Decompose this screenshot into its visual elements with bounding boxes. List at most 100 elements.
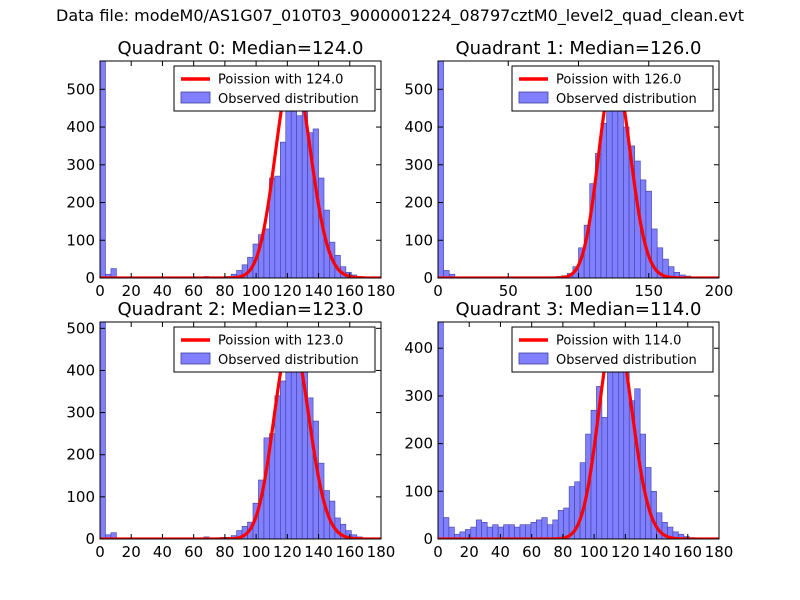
y-tick-label: 200 <box>66 194 95 212</box>
histogram-bar <box>274 395 281 539</box>
histogram-bar <box>492 524 499 539</box>
x-tick-label: 140 <box>304 282 333 300</box>
histogram-bar <box>645 190 652 278</box>
legend-box <box>511 65 714 112</box>
poisson-curve <box>438 327 719 539</box>
x-tick-label: 100 <box>580 543 609 561</box>
y-tick-label: 100 <box>404 482 433 500</box>
x-tick-label: 80 <box>215 543 234 561</box>
histogram-bar <box>486 526 493 539</box>
x-tick-label: 100 <box>242 282 271 300</box>
histogram-bar <box>280 141 287 278</box>
histogram-bar <box>508 524 515 539</box>
y-tick-label: 400 <box>404 118 433 136</box>
legend-poisson-label: Poission with 126.0 <box>556 73 681 88</box>
histogram-bar <box>470 526 477 539</box>
histogram-bar <box>296 115 303 278</box>
x-tick-label: 60 <box>184 543 203 561</box>
panel-title: Quadrant 0: Median=124.0 <box>118 38 364 59</box>
legend-observed-label: Observed distribution <box>218 353 359 368</box>
x-tick-label: 40 <box>153 282 172 300</box>
y-tick-label: 300 <box>404 156 433 174</box>
x-tick-label: 120 <box>273 282 302 300</box>
x-tick-label: 160 <box>335 282 364 300</box>
histogram-bar <box>503 524 510 539</box>
y-tick-label: 500 <box>66 80 95 98</box>
y-tick-label: 400 <box>66 361 95 379</box>
x-tick-label: 200 <box>705 282 734 300</box>
histogram-bar <box>601 417 608 539</box>
histogram-bar <box>280 380 287 539</box>
histogram-bar <box>519 524 526 539</box>
legend-observed-label: Observed distribution <box>556 92 697 107</box>
legend-box <box>511 326 714 373</box>
x-tick-label: 40 <box>491 543 510 561</box>
y-tick-label: 0 <box>423 530 433 548</box>
histogram-bar <box>110 532 117 539</box>
panel-title: Quadrant 1: Median=126.0 <box>456 38 702 59</box>
legend-box <box>173 65 376 112</box>
quadrant-panel-3: 0 20 40 60 80 100 120 140 160 1800100200300400Qua… <box>404 299 733 561</box>
y-tick-label: 400 <box>404 339 433 357</box>
histogram-bar <box>290 85 298 278</box>
poisson-curve <box>100 334 381 539</box>
legend-observed-label: Observed distribution <box>556 353 697 368</box>
histogram-bar <box>475 519 483 539</box>
legend-observed-swatch <box>518 91 549 104</box>
plot-area <box>438 322 719 539</box>
histogram-bar <box>563 507 570 539</box>
histogram-bar <box>536 519 543 539</box>
y-tick-label: 100 <box>66 488 95 506</box>
histogram-bar <box>443 517 450 539</box>
x-tick-label: 180 <box>367 543 396 561</box>
y-tick-label: 200 <box>404 194 433 212</box>
axes-frame <box>99 321 382 540</box>
x-tick-label: 60 <box>184 282 203 300</box>
x-tick-label: 0 <box>433 543 443 561</box>
quadrant-panel-2: 0 20 40 60 80 100 120 140 160 1800100200300400500… <box>66 299 395 561</box>
axes-frame <box>437 321 720 540</box>
histogram-bar <box>100 322 106 539</box>
y-tick-label: 300 <box>66 404 95 422</box>
histogram-bar <box>541 517 548 539</box>
y-tick-label: 400 <box>66 118 95 136</box>
x-tick-label: 20 <box>122 282 141 300</box>
x-tick-label: 0 <box>95 543 105 561</box>
histogram-bar <box>438 61 444 278</box>
x-tick-label: 80 <box>553 543 572 561</box>
histogram-bar <box>438 322 444 539</box>
histogram-bar <box>600 122 607 278</box>
histogram-bar <box>606 96 613 278</box>
x-tick-label: 0 <box>95 282 105 300</box>
histogram-bar <box>607 357 614 539</box>
plot-area <box>100 322 381 539</box>
x-tick-label: 160 <box>335 543 364 561</box>
x-tick-label: 140 <box>304 543 333 561</box>
x-tick-label: 0 <box>433 282 443 300</box>
y-tick-label: 500 <box>404 80 433 98</box>
x-tick-label: 150 <box>634 282 663 300</box>
histogram-bar <box>263 228 270 278</box>
y-tick-label: 100 <box>66 231 95 249</box>
axes-frame <box>99 60 382 279</box>
quadrant-panel-1: 0 50 100 150 200 0 100 200 300 400 500 Quadrant 1: … <box>404 38 733 300</box>
y-tick-label: 0 <box>85 530 95 548</box>
legend-observed-swatch <box>180 352 211 365</box>
x-tick-label: 160 <box>673 543 702 561</box>
x-tick-label: 60 <box>522 543 541 561</box>
panel-title: Quadrant 2: Median=123.0 <box>118 299 364 320</box>
histogram-bar <box>525 524 532 539</box>
x-tick-label: 40 <box>153 543 172 561</box>
y-tick-label: 300 <box>404 387 433 405</box>
legend-poisson-label: Poission with 114.0 <box>556 334 681 349</box>
y-tick-label: 0 <box>423 269 433 287</box>
legend-observed-swatch <box>518 352 549 365</box>
histogram-bar <box>623 126 630 278</box>
histogram-bar <box>274 175 281 278</box>
x-tick-label: 120 <box>611 543 640 561</box>
x-tick-label: 20 <box>122 543 141 561</box>
histogram-bar <box>448 526 455 539</box>
x-tick-label: 100 <box>242 543 271 561</box>
legend-poisson-label: Poission with 124.0 <box>218 73 343 88</box>
